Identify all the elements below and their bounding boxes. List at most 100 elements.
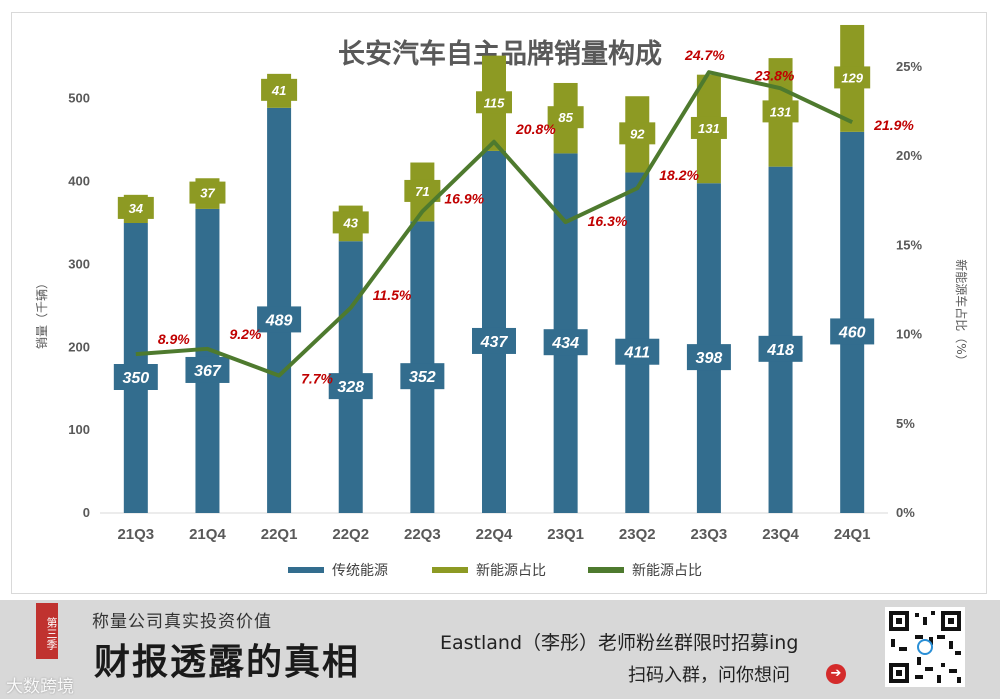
ratio-line-layer: 8.9% 9.2% 7.7% 11.5% 16.9% 20.8% 16.3% 18.2% 24.… (135, 47, 914, 387)
data-label-box (543, 329, 588, 356)
data-label-box (261, 78, 298, 101)
data-label-box (762, 100, 799, 123)
season-tag: 第三季 (36, 603, 58, 659)
data-label-box (547, 106, 584, 129)
banner-scan-text[interactable]: 扫码入群，问你想问 (628, 665, 790, 686)
data-label-box (686, 344, 731, 371)
banner-recruit-text: Eastland（李彤）老师粉丝群限时招募ing (440, 632, 799, 654)
data-label-box (189, 181, 226, 204)
y2-tick-label: 5% (896, 416, 915, 431)
ratio-label: 7.7% (301, 371, 333, 387)
x-tick-label: 22Q3 (404, 526, 441, 543)
data-label: 85 (558, 110, 573, 125)
data-label: 92 (630, 126, 645, 141)
x-tick-label: 24Q1 (834, 526, 871, 543)
data-label-box (830, 318, 875, 345)
y-tick-label: 300 (68, 256, 90, 271)
x-tick-label: 23Q4 (762, 526, 799, 543)
data-label-box (257, 306, 302, 333)
data-label-box (117, 196, 154, 219)
data-label: 131 (698, 121, 720, 136)
data-label: 460 (838, 324, 866, 341)
data-label: 129 (841, 70, 863, 85)
data-label: 352 (409, 369, 436, 386)
data-label: 71 (415, 184, 429, 199)
data-label-box (328, 373, 373, 400)
x-tick-label: 22Q1 (261, 526, 298, 543)
data-label-box (400, 363, 445, 390)
qr-code-icon[interactable] (885, 607, 965, 687)
banner-title: 财报透露的真相 (94, 641, 361, 683)
y2-axis-ticks: 0% 5% 10% 15% 20% 25% (896, 59, 922, 520)
data-label: 489 (265, 312, 293, 329)
y-axis-ticks: 0 100 200 300 400 500 (68, 91, 90, 520)
y-axis-title: 销量（千辆） (35, 277, 49, 349)
ratio-label: 9.2% (229, 326, 261, 342)
ratio-label: 16.9% (444, 190, 484, 206)
ratio-label: 8.9% (158, 331, 190, 347)
y-tick-label: 100 (68, 422, 90, 437)
x-tick-label: 23Q3 (691, 526, 728, 543)
chart-card: 长安汽车自主品牌销量构成 0 100 200 300 400 500 0% 5% 10% 15%… (11, 12, 987, 594)
ratio-line (135, 70, 854, 378)
legend-label: 新能源占比 (632, 563, 702, 579)
ratio-label: 18.2% (659, 167, 699, 183)
data-label-box (690, 116, 727, 139)
data-label: 37 (200, 186, 215, 201)
banner-slogan: 称量公司真实投资价值 (92, 612, 272, 632)
data-label-box (758, 335, 803, 362)
data-label: 43 (342, 215, 358, 230)
ratio-label: 20.8% (515, 121, 556, 137)
y-tick-label: 500 (68, 91, 90, 106)
watermark: 大数跨境 (6, 677, 74, 697)
ratio-label: 21.9% (873, 117, 914, 133)
data-label-box (472, 327, 516, 354)
data-label-box (834, 66, 871, 89)
x-tick-label: 23Q2 (619, 526, 656, 543)
data-label: 34 (129, 201, 144, 216)
data-label: 437 (480, 334, 509, 351)
y2-tick-label: 0% (896, 505, 915, 520)
data-label: 328 (337, 379, 364, 396)
data-label: 434 (551, 335, 579, 352)
data-label-box (476, 91, 512, 114)
data-label: 131 (770, 104, 792, 119)
data-label: 418 (766, 342, 794, 359)
ratio-label: 24.7% (684, 47, 725, 63)
legend-label: 新能源占比 (476, 563, 546, 579)
x-axis-ticks: 21Q3 21Q4 22Q1 22Q2 22Q3 22Q4 23Q1 23Q2 23Q3 23Q4… (117, 526, 870, 543)
y-tick-label: 0 (83, 505, 90, 520)
data-label: 398 (696, 350, 723, 367)
data-label-box (185, 356, 230, 383)
ratio-label: 11.5% (373, 287, 412, 303)
x-tick-label: 23Q1 (547, 526, 584, 543)
x-tick-label: 21Q3 (117, 526, 154, 543)
ratio-label: 23.8% (754, 67, 795, 83)
y-tick-label: 200 (68, 339, 90, 354)
data-label-box (619, 122, 656, 145)
data-label-box (404, 179, 441, 202)
y2-axis-title: 新能源车占比（%） (954, 259, 969, 366)
data-label: 350 (122, 370, 149, 387)
y-tick-label: 400 (68, 174, 90, 189)
x-tick-label: 21Q4 (189, 526, 226, 543)
y2-tick-label: 25% (896, 59, 922, 74)
y2-tick-label: 15% (896, 237, 922, 252)
data-label-box (113, 364, 158, 390)
data-label: 411 (624, 345, 651, 362)
bars: 350 34 367 37 489 41 328 43 352 71 437 115 434 85 411 9… (113, 24, 875, 514)
data-label-box (615, 338, 660, 365)
x-tick-label: 22Q4 (476, 526, 513, 543)
legend-label: 传统能源 (332, 563, 388, 579)
data-label: 367 (194, 363, 222, 380)
y2-tick-label: 20% (896, 148, 922, 163)
data-label-box (332, 211, 369, 234)
ratio-label: 16.3% (588, 213, 628, 229)
legend: 传统能源 新能源占比 新能源占比 (288, 563, 702, 579)
x-tick-label: 22Q2 (332, 526, 369, 543)
data-label: 115 (484, 95, 505, 110)
y2-tick-label: 10% (896, 327, 922, 342)
data-label: 41 (271, 83, 286, 98)
arrow-right-icon[interactable]: ➔ (826, 664, 846, 684)
